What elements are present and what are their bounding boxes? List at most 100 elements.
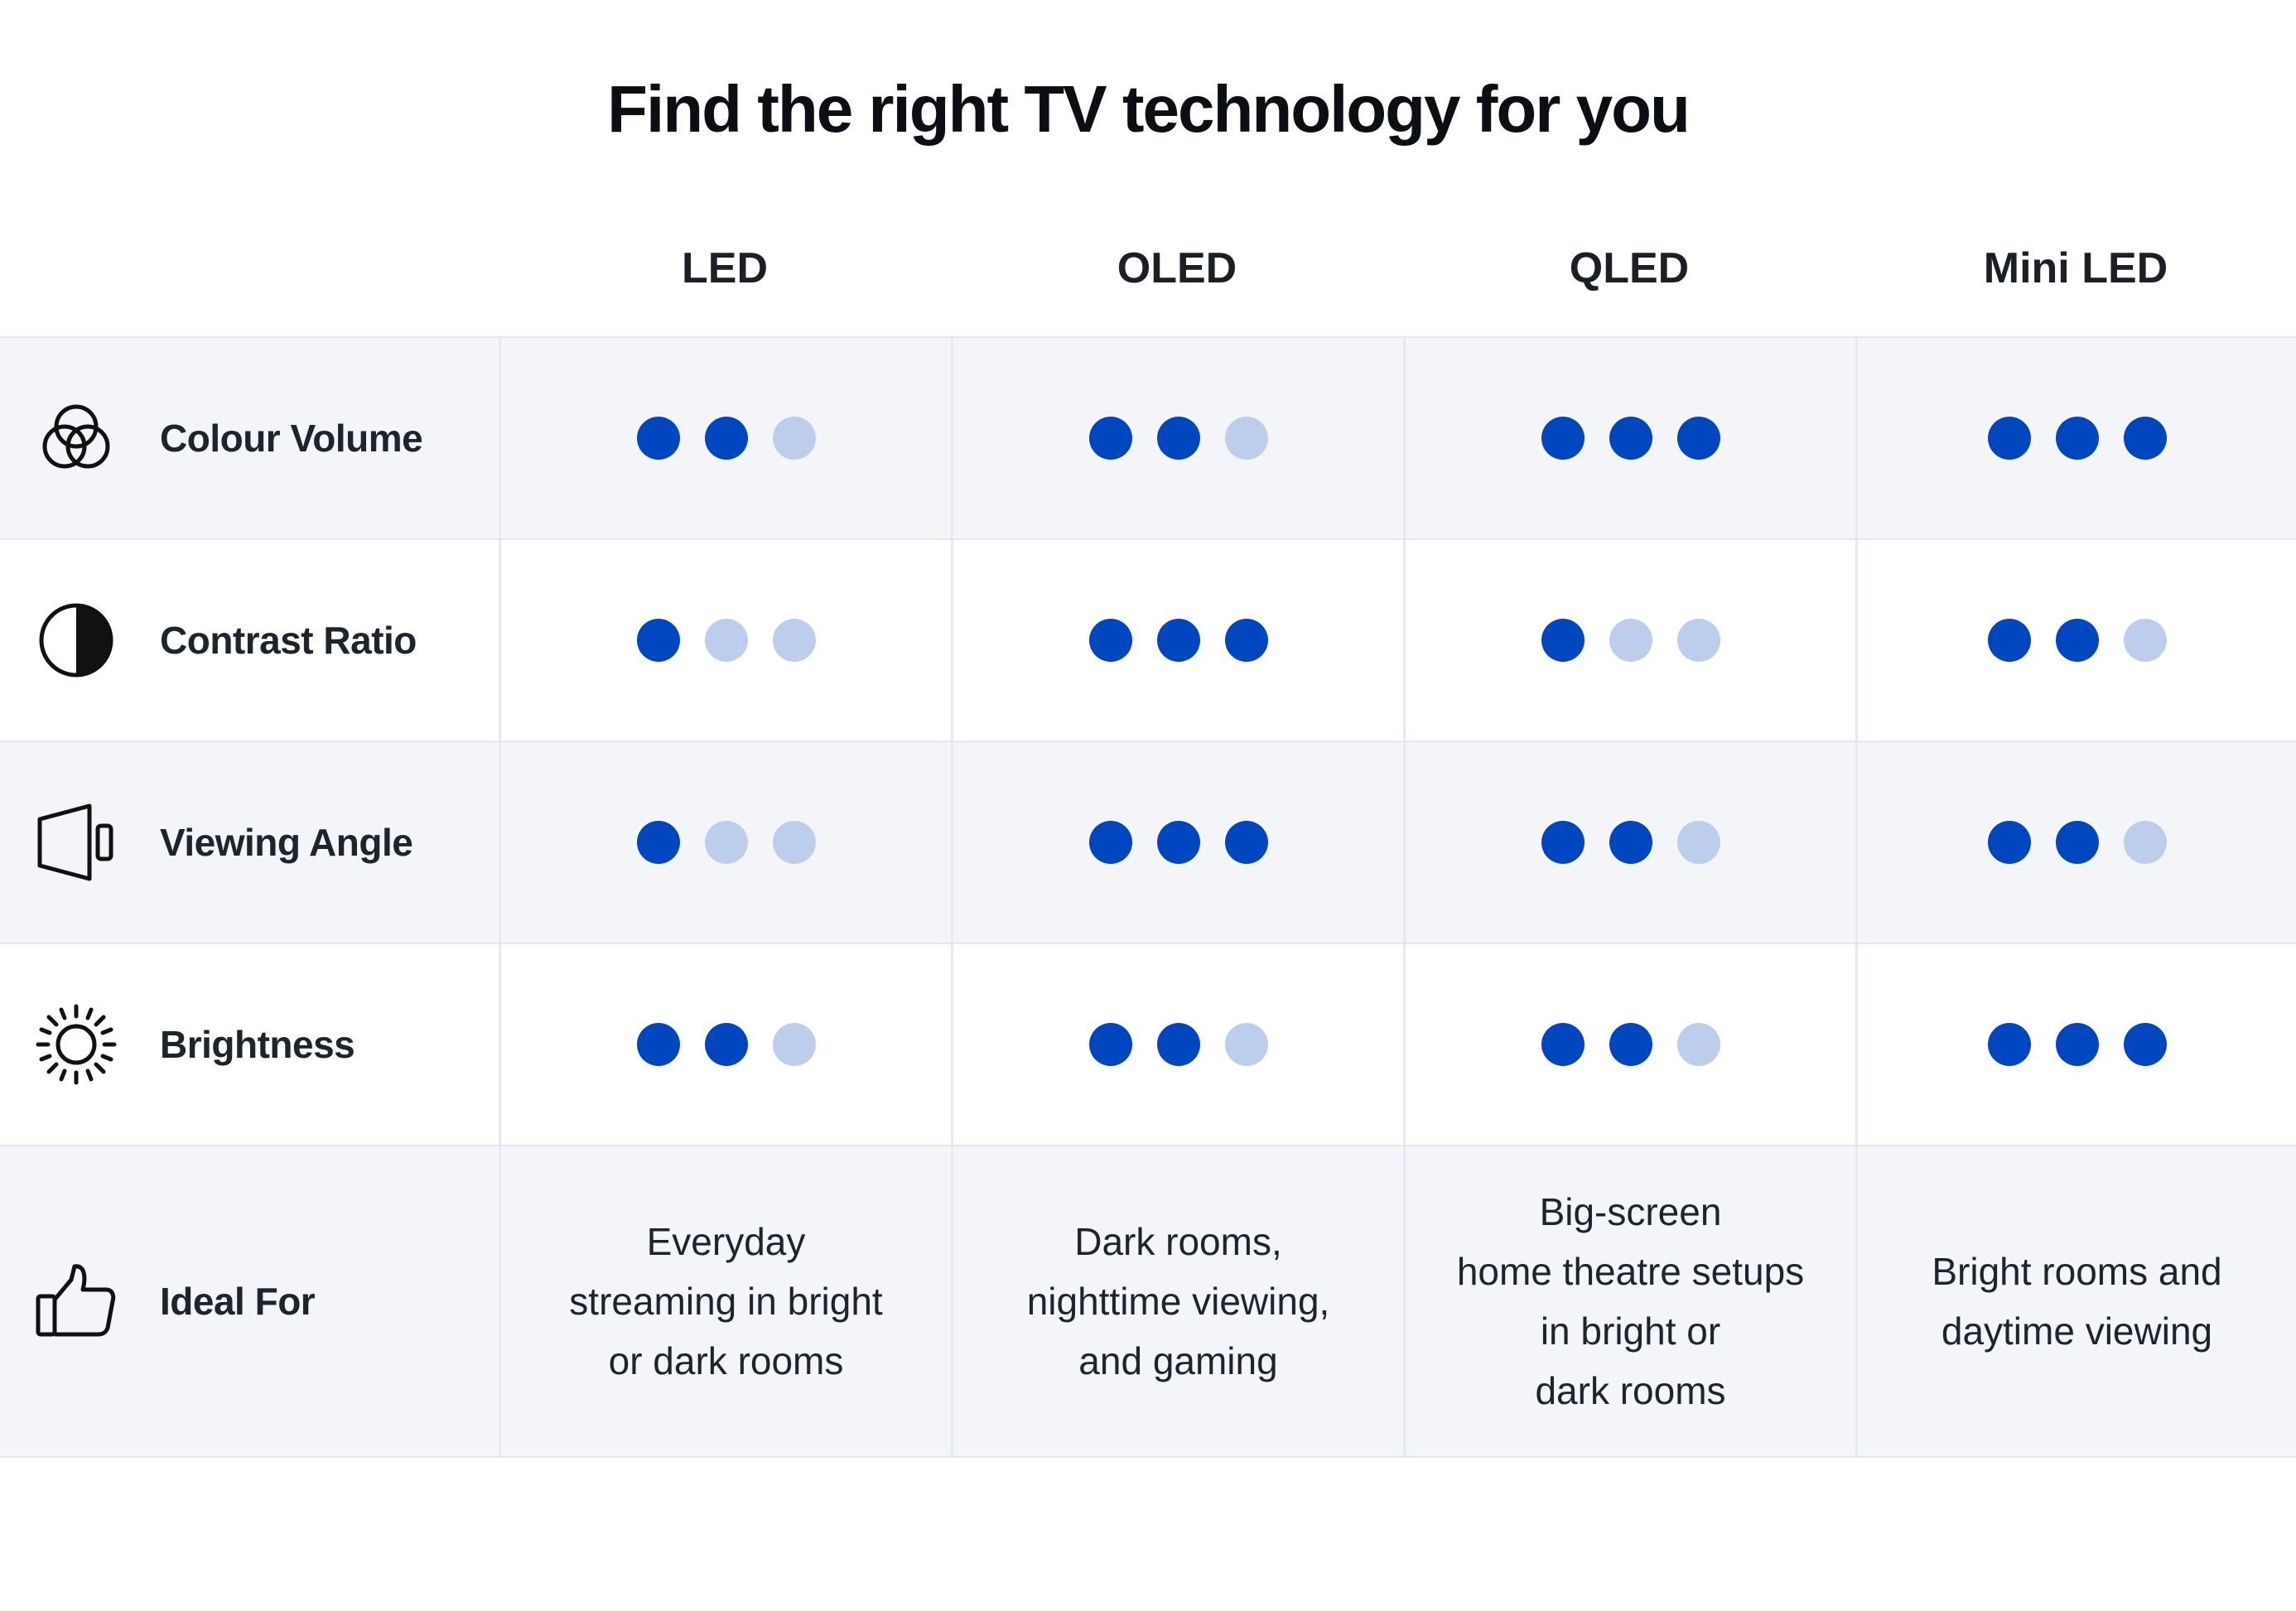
rating-dot-filled <box>2123 417 2167 460</box>
rating-dot-filled <box>2055 1023 2099 1066</box>
row-colour-volume: Colour Volume <box>0 336 2296 538</box>
rating-dot-filled <box>1541 1023 1585 1066</box>
rating-cell <box>1855 742 2296 943</box>
row-label-cell: Colour Volume <box>0 338 499 538</box>
rating-dots <box>1541 619 1720 662</box>
row-ideal-for: Ideal For Everyday streaming in bright o… <box>0 1145 2296 1458</box>
rating-cell <box>1855 338 2296 538</box>
rating-dot-filled <box>1987 417 2031 460</box>
rating-dots <box>636 821 816 864</box>
rating-dots <box>1088 821 1268 864</box>
rating-dot-filled <box>704 417 748 460</box>
rating-cell <box>1403 338 1855 538</box>
row-label: Contrast Ratio <box>160 619 417 662</box>
sun-icon <box>35 1003 118 1086</box>
rating-dot-filled <box>1156 1023 1200 1066</box>
rating-cell <box>1403 742 1855 943</box>
ideal-cell: Dark rooms, nighttime viewing, and gamin… <box>951 1146 1403 1456</box>
rating-dot-filled <box>1088 417 1132 460</box>
row-label-cell: Viewing Angle <box>0 742 499 943</box>
rating-dot-filled <box>1541 417 1585 460</box>
row-label-cell: Ideal For <box>0 1146 499 1456</box>
row-label: Brightness <box>160 1023 355 1066</box>
rating-dots <box>636 619 816 662</box>
rating-dot-filled <box>636 417 680 460</box>
row-label-cell: Contrast Ratio <box>0 540 499 740</box>
screen-angle-icon <box>35 801 118 884</box>
rating-dot-filled <box>1156 821 1200 864</box>
rating-cell <box>951 338 1403 538</box>
ideal-for-text: Dark rooms, nighttime viewing, and gamin… <box>1026 1220 1330 1382</box>
rating-dot-empty <box>2123 619 2167 662</box>
rating-dot-filled <box>704 1023 748 1066</box>
ideal-cell: Everyday streaming in bright or dark roo… <box>499 1146 951 1456</box>
rating-dot-empty <box>1676 619 1720 662</box>
rating-cell <box>499 944 951 1145</box>
rating-dot-filled <box>1156 619 1200 662</box>
rating-cell <box>499 338 951 538</box>
ideal-cell: Bright rooms and daytime viewing <box>1855 1146 2296 1456</box>
rating-dot-filled <box>1224 619 1268 662</box>
rating-cell <box>951 742 1403 943</box>
rating-cell <box>1855 944 2296 1145</box>
rating-cell <box>1403 944 1855 1145</box>
rating-dots <box>1541 417 1720 460</box>
rating-dots <box>1541 821 1720 864</box>
rating-dot-filled <box>636 1023 680 1066</box>
rating-dots <box>1987 1023 2167 1066</box>
rating-dot-empty <box>772 821 816 864</box>
rating-cell <box>951 540 1403 740</box>
table-header-row: LED OLED QLED Mini LED <box>0 207 2296 336</box>
rating-dot-empty <box>772 619 816 662</box>
row-label: Ideal For <box>160 1280 316 1323</box>
row-contrast-ratio: Contrast Ratio <box>0 538 2296 740</box>
rating-dot-empty <box>1676 821 1720 864</box>
rating-dot-empty <box>1609 619 1652 662</box>
rating-dots <box>1987 821 2167 864</box>
rating-dot-empty <box>704 821 748 864</box>
row-label: Colour Volume <box>160 417 423 460</box>
rating-dot-filled <box>1987 821 2031 864</box>
ideal-for-text: Everyday streaming in bright or dark roo… <box>569 1220 883 1382</box>
rating-cell <box>499 742 951 943</box>
rating-dot-filled <box>1088 1023 1132 1066</box>
half-circle-contrast-icon <box>35 599 118 682</box>
rating-dot-filled <box>636 619 680 662</box>
rating-dot-empty <box>1676 1023 1720 1066</box>
rating-dot-empty <box>1224 417 1268 460</box>
rating-dot-filled <box>1609 1023 1652 1066</box>
rating-dot-filled <box>1541 619 1585 662</box>
overlapping-circles-icon <box>35 397 118 480</box>
rating-cell <box>499 540 951 740</box>
column-header-qled: QLED <box>1569 244 1690 292</box>
rating-dot-empty <box>772 1023 816 1066</box>
rating-dot-filled <box>2055 417 2099 460</box>
rating-dot-empty <box>2123 821 2167 864</box>
rating-dot-filled <box>1088 619 1132 662</box>
row-label-cell: Brightness <box>0 944 499 1145</box>
rating-dots <box>1541 1023 1720 1066</box>
column-header-led: LED <box>682 244 768 292</box>
rating-dots <box>1088 1023 1268 1066</box>
rating-dot-filled <box>1156 417 1200 460</box>
column-header-mini-led: Mini LED <box>1983 244 2168 292</box>
comparison-table: LED OLED QLED Mini LED Colour Volume <box>0 207 2296 1458</box>
column-header-oled: OLED <box>1117 244 1237 292</box>
ideal-cell: Big-screen home theatre setups in bright… <box>1403 1146 1855 1456</box>
rating-dot-filled <box>1088 821 1132 864</box>
rating-dot-filled <box>2123 1023 2167 1066</box>
row-viewing-angle: Viewing Angle <box>0 740 2296 943</box>
rating-dots <box>1088 619 1268 662</box>
rating-dots <box>1088 417 1268 460</box>
rating-dots <box>1987 417 2167 460</box>
rating-dots <box>1987 619 2167 662</box>
row-brightness: Brightness <box>0 943 2296 1145</box>
row-label: Viewing Angle <box>160 821 413 864</box>
rating-dot-empty <box>1224 1023 1268 1066</box>
page-title: Find the right TV technology for you <box>607 72 1691 146</box>
rating-dot-filled <box>1541 821 1585 864</box>
rating-dot-filled <box>2055 821 2099 864</box>
rating-cell <box>1403 540 1855 740</box>
rating-dot-empty <box>772 417 816 460</box>
rating-dot-filled <box>1609 821 1652 864</box>
